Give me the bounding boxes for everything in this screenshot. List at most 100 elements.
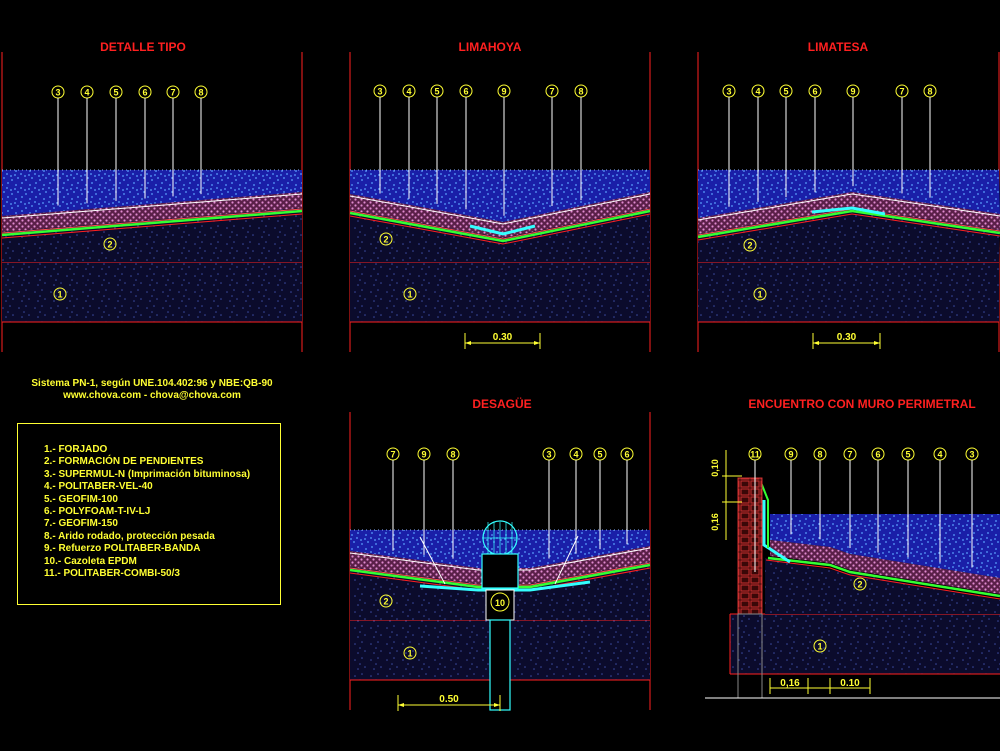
layer-label-circle (379, 232, 393, 246)
dimension-label: 0,10 (710, 459, 720, 477)
insulation-layer (350, 192, 650, 238)
callout-number: 5 (905, 450, 910, 460)
legend-item: 5.- GEOFIM-100 (44, 493, 118, 505)
title-desague: DESAGÜE (472, 397, 532, 411)
title-limahoya: LIMAHOYA (458, 40, 522, 54)
dimension-label: 0.30 (493, 332, 513, 343)
callout-number: 7 (549, 87, 554, 97)
layer-label-circle (379, 594, 393, 608)
callout-number: 8 (927, 87, 932, 97)
callout-number: 6 (624, 450, 629, 460)
layer-label-circle (103, 237, 117, 251)
layer-label-circle (53, 287, 67, 301)
drain-cazoleta (481, 520, 519, 711)
insulation-layer (698, 192, 1000, 234)
legend-item: 9.- Refuerzo POLITABER-BANDA (44, 543, 201, 555)
dimension-label: 0.30 (837, 332, 857, 343)
callout-number: 7 (847, 450, 852, 460)
slope-formation (765, 558, 1000, 614)
callout-number: 7 (390, 450, 395, 460)
callout-number: 6 (812, 87, 817, 97)
membrane-red-line (349, 208, 651, 240)
substrate-line (697, 213, 1000, 241)
callout-number: 3 (546, 450, 551, 460)
layer-label-circle (753, 287, 767, 301)
layer-label-number: 1 (817, 642, 822, 652)
callout-number: 6 (875, 450, 880, 460)
layer-label-number: 1 (407, 290, 412, 300)
layer-label-circle (403, 646, 417, 660)
legend-item: 11.- POLITABER-COMBI-50/3 (44, 568, 180, 580)
callout-number: 8 (578, 87, 583, 97)
membrane-red-line (1, 208, 303, 234)
callout-number: 8 (198, 88, 203, 98)
callout-number: 3 (726, 87, 731, 97)
insulation-layer (2, 192, 302, 232)
dimension-arrow (398, 703, 404, 707)
layer-label-circle (743, 238, 757, 252)
callout-number: 4 (573, 450, 578, 460)
drain-label-number: 10 (495, 598, 505, 608)
system-standard-note: Sistema PN-1, según UNE.104.402:96 y NBE… (31, 378, 273, 389)
legend-item: 8.- Arido rodado, protección pesada (44, 530, 215, 542)
reinforcement-band (469, 224, 536, 236)
slab-forjado (2, 262, 302, 322)
reinforcement-band (811, 206, 886, 216)
dimension-arrow (813, 341, 819, 345)
layer-label-number: 1 (407, 649, 412, 659)
membrane-green-line (697, 209, 1000, 239)
callout-number: 9 (421, 450, 426, 460)
callout-number: 5 (434, 87, 439, 97)
geotextile-line (697, 193, 1000, 221)
reinforcement-band (762, 500, 791, 564)
layer-label-number: 2 (747, 241, 752, 251)
callout-number: 3 (969, 450, 974, 460)
layer-label-number: 2 (107, 240, 112, 250)
callout-number: 5 (113, 88, 118, 98)
geotextile-line (1, 193, 303, 219)
substrate-line (1, 213, 303, 239)
perimeter-wall (737, 477, 763, 615)
dimension-arrow (494, 703, 500, 707)
gravel-layer (698, 170, 1000, 218)
dimension-label: 0.50 (439, 694, 459, 705)
callout-number: 4 (84, 88, 89, 98)
layer-label-circle (403, 287, 417, 301)
layer-label-circle (853, 577, 867, 591)
callout-number: 9 (501, 87, 506, 97)
layer-label-number: 2 (383, 235, 388, 245)
upstand-membrane (759, 479, 769, 548)
legend-item: 10.- Cazoleta EPDM (44, 555, 137, 567)
dimension-arrow (874, 341, 880, 345)
dimension-label: 0,16 (710, 513, 720, 531)
title-limatesa: LIMATESA (807, 40, 869, 54)
website-email-note: www.chova.com - chova@chova.com (63, 390, 241, 401)
callout-number: 8 (817, 450, 822, 460)
substrate-line (765, 559, 1000, 600)
callout-number: 7 (170, 88, 175, 98)
legend-list: 1.- FORJADO 2.- FORMACIÓN DE PENDIENTES … (44, 444, 250, 580)
callout-number: 9 (788, 450, 793, 460)
layer-label-number: 1 (757, 290, 762, 300)
callout-number: 7 (899, 87, 904, 97)
callout-number: 3 (55, 88, 60, 98)
callout-number: 4 (755, 87, 760, 97)
callout-number: 4 (937, 450, 942, 460)
legend-item: 2.- FORMACIÓN DE PENDIENTES (44, 456, 204, 468)
slab-forjado (730, 614, 1000, 674)
callout-number: 11 (750, 450, 760, 460)
insulation-layer (350, 546, 650, 584)
title-encuentro-muro: ENCUENTRO CON MURO PERIMETRAL (748, 397, 976, 411)
callout-number: 3 (377, 87, 382, 97)
dimension-arrow (465, 341, 471, 345)
legend-box: 1.- FORJADO 2.- FORMACIÓN DE PENDIENTES … (17, 423, 281, 605)
slab-forjado (350, 262, 650, 322)
slab-forjado (698, 262, 999, 322)
callout-number: 5 (783, 87, 788, 97)
callout-number: 8 (450, 450, 455, 460)
membrane-green-line (349, 209, 651, 243)
geotextile-line (349, 193, 651, 225)
legend-item: 3.- SUPERMUL-N (Imprimación bituminosa) (44, 468, 251, 480)
membrane-green-line (1, 209, 303, 237)
